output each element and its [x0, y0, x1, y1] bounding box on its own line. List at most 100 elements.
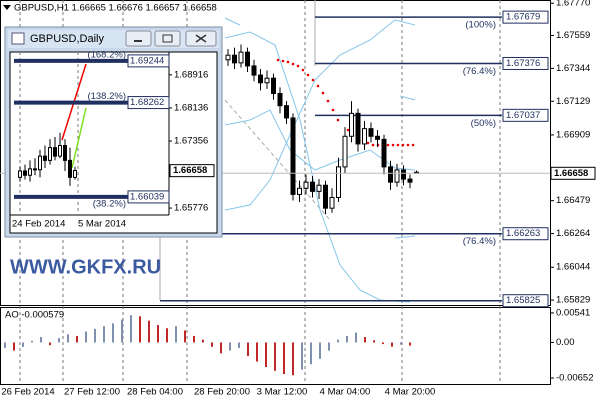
window-title: GBPUSD,Daily [30, 33, 104, 45]
candle-body [355, 112, 361, 145]
y-tick-label: 0.00541 [556, 307, 590, 318]
candle-body [375, 135, 380, 140]
y-tick-label: 1.66264 [556, 228, 590, 239]
candle-body [238, 51, 244, 64]
candle-body [297, 187, 302, 195]
candle-body [394, 169, 400, 183]
y-tick-label: 1.67559 [556, 30, 590, 41]
candle-body [407, 178, 413, 183]
y-tick-label: 1.67356 [174, 136, 208, 147]
fib-label: (50%) [471, 118, 496, 129]
candle-body [225, 54, 231, 61]
price-box [502, 294, 549, 308]
fib-label: (168.2%) [87, 49, 126, 60]
ao-title: AO -0.000579 [5, 310, 64, 321]
fib-label: (76.4%) [463, 66, 496, 77]
candle-body [245, 51, 250, 67]
candle-body [316, 184, 322, 192]
candle-body [63, 145, 67, 161]
fib-price: 1.67376 [506, 58, 540, 69]
price-box [127, 54, 170, 68]
candle-body [342, 135, 348, 168]
candle-body [362, 128, 367, 145]
candle-body [18, 170, 22, 178]
candle-body [73, 170, 77, 178]
y-tick-label: 1.65829 [556, 295, 590, 306]
header-arrow [3, 5, 11, 10]
time-label: 4 Mar 04:00 [320, 387, 371, 398]
y-tick-label: 0.00 [556, 337, 575, 348]
fib-price: 1.66039 [130, 191, 164, 202]
fib-label: (100%) [465, 20, 496, 31]
price-box [502, 227, 549, 241]
price-box [127, 190, 170, 204]
inset-window: GBPUSD,Daily 1.68916 1.68136 1.67356 1.6577… [4, 26, 223, 238]
candle-body [401, 169, 406, 180]
candle-body [388, 166, 393, 183]
inset-layer: 1.68916 1.68136 1.67356 1.65776 (168.2%) 1.69… [12, 49, 215, 230]
current-price: 1.66658 [554, 168, 588, 179]
candle-body [303, 181, 309, 189]
maximize-button[interactable] [154, 30, 181, 47]
candle-body [58, 145, 62, 157]
fib-price: 1.67679 [506, 12, 540, 23]
fib-price: 1.68262 [130, 97, 164, 108]
y-tick-label: 1.66044 [556, 262, 590, 273]
candle-body [264, 77, 270, 84]
time-label: 3 Mar 12:00 [257, 387, 308, 398]
date-label: 5 Mar 2014 [78, 219, 126, 230]
candle-body [68, 159, 72, 178]
fib-price: 1.69244 [130, 55, 164, 66]
projection-line [71, 107, 87, 169]
time-label: 4 Mar 20:00 [385, 387, 436, 398]
fib-price: 1.67037 [506, 110, 540, 121]
candle-body [323, 184, 328, 209]
candle-body [251, 65, 257, 76]
ao-layer: 0.00541 0.00 -0.00652 [4, 307, 594, 384]
price-box [502, 108, 549, 122]
candle-body [290, 117, 296, 195]
inset-chart [9, 51, 218, 234]
header: GBPUSD,H1 1.66665 1.66676 1.66657 1.6665… [14, 3, 217, 14]
y-tick-label: 1.68136 [174, 102, 208, 113]
window-icon [11, 32, 25, 45]
ao-frame [0, 307, 551, 385]
y-tick-label: 1.67129 [556, 96, 590, 107]
trend-line [224, 99, 331, 221]
y-tick-label: 1.66479 [556, 195, 590, 206]
price-box [502, 10, 549, 24]
candle-body [368, 128, 374, 137]
y-tick-label: 1.68916 [174, 69, 208, 80]
candle-body [23, 170, 27, 176]
candle-body [53, 147, 57, 157]
fib-label: (138.2%) [87, 91, 126, 102]
candle-body [258, 74, 263, 84]
candle-body [284, 105, 289, 119]
candle-body [43, 155, 47, 161]
y-tick-label: 1.66909 [556, 129, 590, 140]
current-price: 1.66658 [173, 165, 207, 176]
candle-body [232, 54, 237, 64]
price-box [502, 56, 549, 70]
price-box [127, 96, 170, 110]
maximize-icon [162, 34, 173, 43]
candle-body [38, 155, 42, 171]
y-tick-label: -0.00652 [556, 373, 594, 384]
candle-body [277, 92, 283, 107]
y-tick-label: 1.65776 [174, 203, 208, 214]
candle-body [28, 168, 32, 176]
fib-price: 1.66263 [506, 228, 540, 239]
fib-label: (38.2%) [93, 198, 126, 209]
fib-price: 1.65825 [506, 295, 540, 306]
candle-body [48, 147, 52, 161]
fib-label: (76.4%) [463, 236, 496, 247]
time-label: 26 Feb 2014 [1, 387, 54, 398]
bands [224, 17, 416, 303]
close-icon [195, 34, 207, 43]
minimize-button[interactable] [125, 30, 152, 47]
candle-body [310, 181, 315, 192]
current-price-box [550, 166, 596, 180]
candle-body [271, 77, 276, 94]
